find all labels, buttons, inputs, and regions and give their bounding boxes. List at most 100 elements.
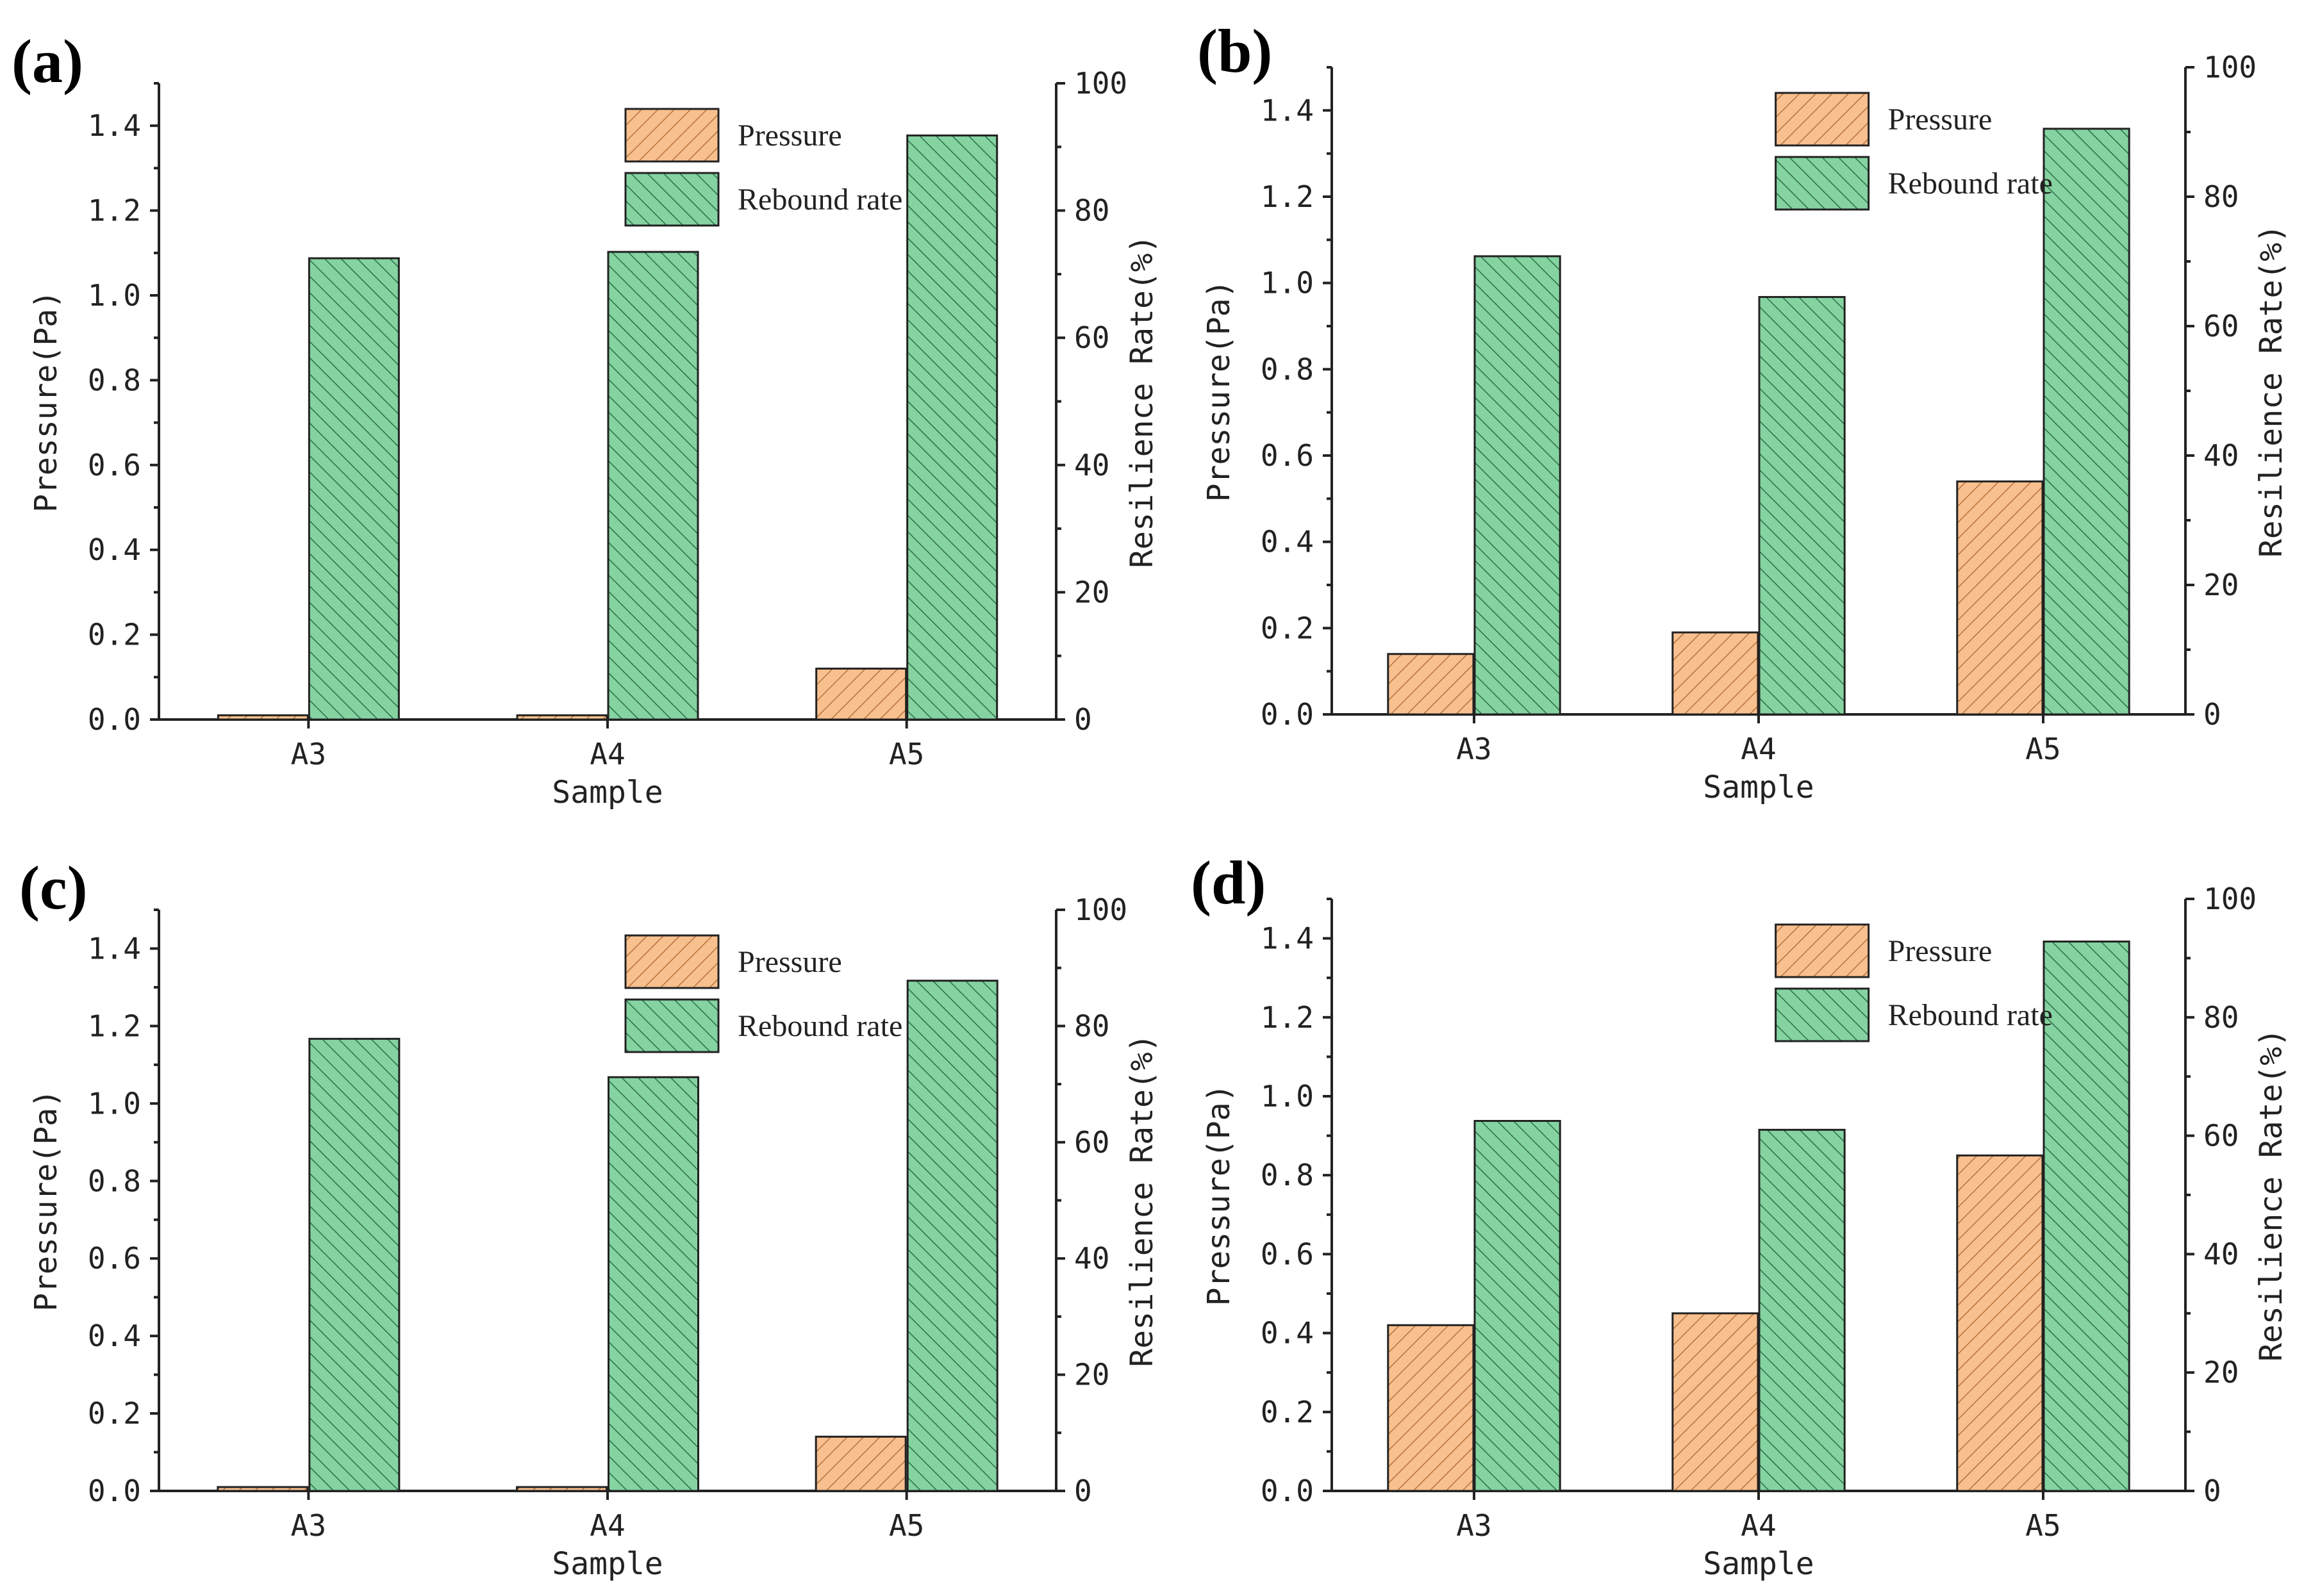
legend-label: Rebound rate — [1888, 167, 2053, 201]
y2-tick-label: 100 — [2203, 50, 2257, 85]
y-tick-label: 0.8 — [88, 1164, 141, 1198]
chart-panel-c: (c) 0.0 0.2 0.4 0.6 0.8 1.0 1.2 1.4 0 20 40 60 80 100 A… — [19, 853, 1160, 1582]
panels-container: (a) 0.0 0.2 0.4 0.6 0.8 1.0 1.2 1.4 0 20 40 60 80 100 A… — [12, 17, 2289, 1582]
pressure-bar-a3 — [1387, 653, 1475, 716]
rebound-bar-a3 — [1473, 1120, 1561, 1492]
y-tick-label: 1.0 — [1261, 266, 1314, 300]
pressure-bar-a4 — [516, 714, 608, 721]
y-tick-label: 0.2 — [88, 618, 141, 652]
x-axis-title: Sample — [552, 1546, 663, 1582]
legend-label: Rebound rate — [738, 183, 902, 217]
y-tick-label: 0.6 — [1261, 1237, 1314, 1271]
y-tick-label: 0.8 — [88, 363, 141, 397]
panel-label: (d) — [1191, 848, 1266, 917]
x-axis-title: Sample — [552, 775, 663, 810]
y2-tick-label: 60 — [1074, 320, 1109, 355]
y-axis-title: Pressure(Pa) — [28, 1089, 64, 1312]
x-axis-title: Sample — [1703, 769, 1814, 805]
y-tick-label: 1.4 — [1261, 93, 1314, 128]
legend-label: Pressure — [738, 119, 842, 152]
legend-swatch-rebound — [1775, 156, 1870, 211]
y-tick-label: 1.4 — [1261, 921, 1314, 956]
y-tick-label: 0.0 — [1261, 1474, 1314, 1508]
y2-tick-label: 80 — [2203, 179, 2239, 214]
y-tick-label: 0.4 — [88, 532, 141, 567]
y2-tick-label: 0 — [2203, 697, 2221, 732]
pressure-bar-a4 — [1671, 631, 1759, 716]
rebound-bar-a5 — [2043, 941, 2130, 1492]
rebound-bar-a5 — [906, 134, 999, 721]
y2-tick-label: 0 — [1074, 1474, 1092, 1508]
y-axis-title: Pressure(Pa) — [1201, 1084, 1237, 1306]
y-tick-label: 0.4 — [1261, 525, 1314, 559]
legend-swatch-rebound — [1775, 987, 1870, 1042]
y-axis-title: Pressure(Pa) — [28, 290, 64, 513]
y2-tick-label: 60 — [1074, 1125, 1109, 1160]
y-tick-label: 0.0 — [88, 702, 141, 737]
legend-label: Pressure — [738, 945, 842, 979]
panel-label: (b) — [1197, 17, 1272, 85]
rebound-bar-a4 — [607, 251, 699, 721]
y-tick-label: 0.2 — [88, 1396, 141, 1431]
y-tick-label: 0.8 — [1261, 1158, 1314, 1192]
y-tick-label: 0.6 — [88, 448, 141, 482]
x-axis-title: Sample — [1703, 1546, 1814, 1582]
y2-axis-title: Resilience Rate(%) — [2253, 1028, 2289, 1362]
x-tick-label: A3 — [291, 737, 326, 771]
legend-swatch-rebound — [624, 172, 720, 227]
y2-tick-label: 100 — [1074, 66, 1127, 101]
pressure-bar-a4 — [516, 1486, 608, 1492]
y2-tick-label: 20 — [1074, 575, 1109, 609]
y-tick-label: 0.4 — [1261, 1316, 1314, 1351]
y2-tick-label: 20 — [1074, 1358, 1109, 1392]
pressure-bar-a5 — [815, 1435, 907, 1492]
y-tick-label: 0.6 — [88, 1241, 141, 1276]
rebound-bar-a4 — [1758, 1128, 1846, 1492]
rebound-bar-a3 — [308, 1037, 401, 1492]
legend-swatch-pressure — [624, 934, 720, 989]
y2-tick-label: 80 — [1074, 193, 1109, 228]
x-tick-label: A3 — [291, 1508, 326, 1543]
x-tick-label: A3 — [1456, 1508, 1491, 1543]
y2-tick-label: 40 — [2203, 438, 2239, 473]
rebound-bar-a5 — [906, 980, 999, 1492]
y2-tick-label: 20 — [2203, 1355, 2239, 1390]
rebound-bar-a4 — [1758, 296, 1846, 716]
pressure-bar-a5 — [815, 668, 908, 721]
x-tick-label: A5 — [2025, 1508, 2060, 1543]
y2-tick-label: 40 — [1074, 1241, 1109, 1276]
y-tick-label: 1.0 — [88, 1086, 141, 1121]
y2-tick-label: 100 — [1074, 893, 1127, 927]
y2-axis-title: Resilience Rate(%) — [1124, 234, 1160, 568]
y-tick-label: 1.4 — [88, 931, 141, 966]
y2-tick-label: 0 — [2203, 1474, 2221, 1508]
y2-tick-label: 60 — [2203, 1119, 2239, 1153]
y2-tick-label: 40 — [2203, 1237, 2239, 1271]
y-tick-label: 0.2 — [1261, 611, 1314, 645]
y-tick-label: 0.0 — [1261, 697, 1314, 732]
legend-swatch-rebound — [624, 998, 720, 1053]
y-tick-label: 1.0 — [88, 278, 141, 313]
x-tick-label: A5 — [889, 737, 924, 771]
y2-tick-label: 40 — [1074, 448, 1109, 482]
x-tick-label: A4 — [1741, 1508, 1776, 1543]
y-tick-label: 1.2 — [1261, 179, 1314, 214]
rebound-bar-a3 — [1473, 255, 1561, 716]
y-tick-label: 1.4 — [88, 108, 141, 143]
panel-label: (c) — [19, 853, 88, 922]
y2-tick-label: 100 — [2203, 882, 2257, 916]
y2-tick-label: 80 — [2203, 1000, 2239, 1035]
y-axis-title: Pressure(Pa) — [1201, 280, 1237, 502]
legend-swatch-pressure — [1775, 92, 1870, 147]
y-tick-label: 0.0 — [88, 1474, 141, 1508]
rebound-bar-a3 — [308, 257, 400, 721]
y2-tick-label: 20 — [2203, 568, 2239, 602]
pressure-bar-a5 — [1956, 1154, 2044, 1492]
pressure-bar-a3 — [1387, 1324, 1475, 1492]
pressure-bar-a4 — [1671, 1312, 1759, 1492]
chart-panel-d: (d) 0.0 0.2 0.4 0.6 0.8 1.0 1.2 1.4 0 20 40 60 80 100 A… — [1191, 848, 2289, 1582]
legend-label: Pressure — [1888, 934, 1993, 968]
rebound-bar-a4 — [608, 1076, 699, 1492]
y-tick-label: 0.2 — [1261, 1395, 1314, 1429]
